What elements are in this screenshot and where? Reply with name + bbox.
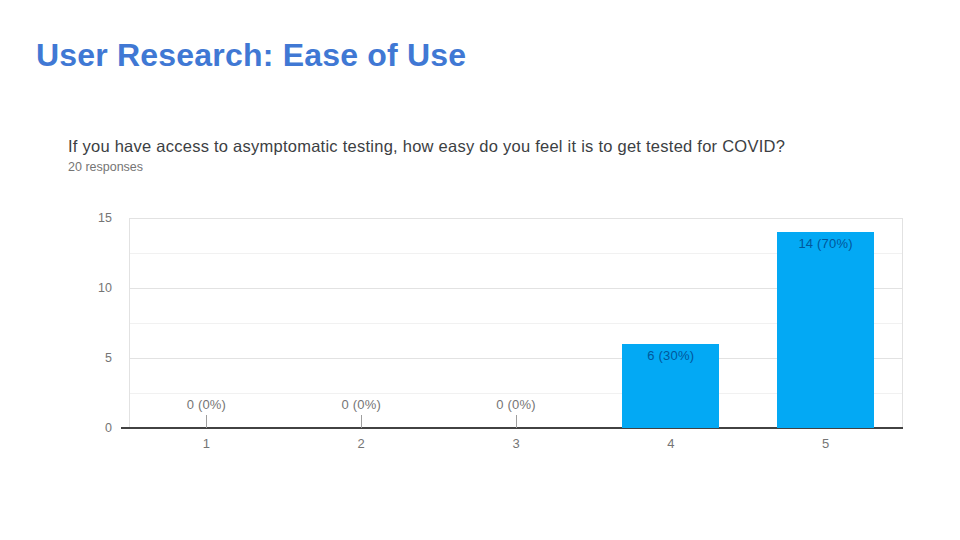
plot-left-border bbox=[129, 218, 130, 428]
y-axis-tick-label: 5 bbox=[78, 350, 112, 366]
plot-right-border bbox=[902, 218, 903, 428]
zero-value-label: 0 (0%) bbox=[316, 397, 406, 412]
zero-value-label: 0 (0%) bbox=[161, 397, 251, 412]
y-axis-tick-label: 10 bbox=[78, 280, 112, 296]
y-axis-tick-label: 0 bbox=[78, 420, 112, 436]
slide-canvas: User Research: Ease of Use If you have a… bbox=[0, 0, 960, 540]
x-axis-category-label: 5 bbox=[796, 436, 856, 451]
x-axis-category-label: 4 bbox=[641, 436, 701, 451]
x-axis-category-label: 3 bbox=[486, 436, 546, 451]
zero-annotation-stem bbox=[516, 415, 517, 428]
slide-title: User Research: Ease of Use bbox=[36, 36, 466, 74]
x-axis-category-label: 2 bbox=[331, 436, 391, 451]
zero-annotation-stem bbox=[361, 415, 362, 428]
bar-chart-plot-area: 05101510 (0%)20 (0%)30 (0%)46 (30%)514 (… bbox=[129, 218, 903, 428]
bar-value-label: 6 (30%) bbox=[622, 348, 719, 363]
major-gridline bbox=[129, 218, 903, 219]
x-axis-category-label: 1 bbox=[176, 436, 236, 451]
chart-question: If you have access to asymptomatic testi… bbox=[68, 136, 908, 156]
bar-value-label: 14 (70%) bbox=[777, 236, 874, 251]
chart-response-count: 20 responses bbox=[68, 160, 143, 174]
bar-rating-5 bbox=[777, 232, 874, 428]
zero-annotation-stem bbox=[206, 415, 207, 428]
zero-value-label: 0 (0%) bbox=[471, 397, 561, 412]
y-axis-tick-label: 15 bbox=[78, 210, 112, 226]
